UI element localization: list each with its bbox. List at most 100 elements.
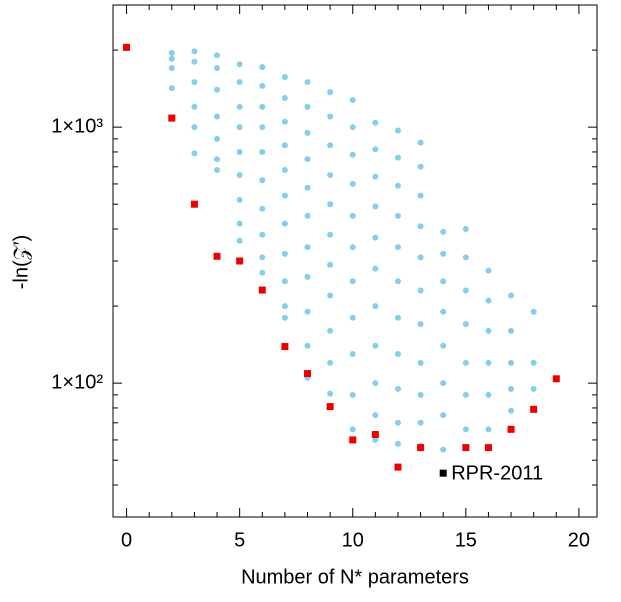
point bbox=[214, 156, 221, 163]
point bbox=[304, 244, 311, 251]
point bbox=[168, 85, 175, 92]
x-tick-label: 10 bbox=[342, 529, 364, 551]
point bbox=[236, 237, 243, 244]
point bbox=[440, 412, 447, 419]
point bbox=[372, 173, 379, 180]
point bbox=[440, 380, 447, 387]
point bbox=[327, 359, 334, 366]
point bbox=[258, 286, 266, 294]
point bbox=[417, 419, 424, 426]
point bbox=[213, 252, 221, 260]
point bbox=[462, 444, 470, 452]
point bbox=[417, 287, 424, 294]
point bbox=[462, 254, 469, 261]
point bbox=[236, 103, 243, 110]
point bbox=[327, 261, 334, 268]
point bbox=[508, 359, 515, 366]
point bbox=[304, 342, 311, 349]
point bbox=[417, 444, 425, 452]
point bbox=[372, 303, 379, 310]
point bbox=[304, 308, 311, 315]
point bbox=[485, 327, 492, 334]
point bbox=[304, 370, 312, 378]
point bbox=[236, 257, 244, 265]
point bbox=[304, 156, 311, 163]
point bbox=[281, 250, 288, 257]
point bbox=[349, 97, 356, 104]
point bbox=[371, 431, 379, 439]
point bbox=[191, 103, 198, 110]
point bbox=[304, 79, 311, 86]
point bbox=[191, 79, 198, 86]
point bbox=[417, 321, 424, 328]
point bbox=[281, 73, 288, 80]
point bbox=[168, 114, 176, 122]
point bbox=[281, 220, 288, 227]
point bbox=[304, 103, 311, 110]
point bbox=[327, 89, 334, 96]
point bbox=[259, 269, 266, 276]
point bbox=[508, 327, 515, 334]
point bbox=[394, 244, 401, 251]
point bbox=[236, 79, 243, 86]
point bbox=[372, 203, 379, 210]
point bbox=[259, 177, 266, 184]
point bbox=[214, 113, 221, 120]
point bbox=[304, 184, 311, 191]
point bbox=[236, 61, 243, 68]
point-label: RPR-2011 bbox=[451, 462, 543, 484]
point bbox=[259, 205, 266, 212]
point bbox=[372, 342, 379, 349]
point bbox=[349, 436, 357, 444]
point bbox=[372, 234, 379, 241]
point bbox=[372, 380, 379, 387]
point bbox=[214, 86, 221, 93]
point bbox=[394, 385, 401, 392]
point bbox=[394, 350, 401, 357]
point bbox=[214, 65, 221, 72]
point bbox=[190, 200, 198, 208]
point bbox=[281, 167, 288, 174]
point bbox=[281, 303, 288, 310]
point bbox=[259, 103, 266, 110]
point bbox=[327, 292, 334, 299]
point bbox=[304, 212, 311, 219]
x-tick-label: 15 bbox=[455, 529, 477, 551]
point bbox=[417, 223, 424, 230]
point bbox=[236, 124, 243, 131]
point bbox=[440, 308, 447, 315]
point bbox=[236, 220, 243, 227]
point bbox=[462, 426, 469, 433]
point bbox=[530, 405, 538, 413]
point bbox=[462, 226, 469, 233]
point bbox=[394, 440, 401, 447]
point bbox=[304, 129, 311, 136]
point bbox=[394, 127, 401, 134]
point bbox=[394, 419, 401, 426]
point bbox=[327, 172, 334, 179]
point bbox=[349, 151, 356, 158]
point bbox=[394, 154, 401, 161]
point bbox=[327, 201, 334, 208]
point bbox=[214, 135, 221, 142]
point bbox=[417, 163, 424, 170]
y-tick-label: 1×10³ bbox=[51, 115, 103, 137]
point bbox=[485, 297, 492, 304]
point bbox=[508, 292, 515, 299]
point bbox=[327, 113, 334, 120]
point bbox=[508, 407, 515, 414]
point bbox=[326, 403, 334, 411]
point bbox=[417, 359, 424, 366]
point bbox=[281, 314, 288, 321]
point bbox=[394, 182, 401, 189]
point bbox=[123, 43, 131, 51]
point bbox=[417, 391, 424, 398]
point bbox=[372, 412, 379, 419]
point bbox=[349, 391, 356, 398]
point bbox=[508, 385, 515, 392]
point bbox=[327, 390, 334, 397]
y-tick-label: 1×10² bbox=[51, 371, 103, 393]
point bbox=[349, 212, 356, 219]
point bbox=[394, 463, 402, 471]
